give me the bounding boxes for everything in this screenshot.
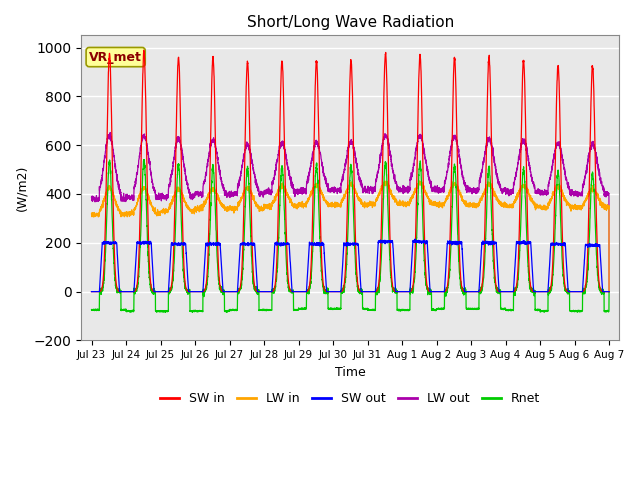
- Legend: SW in, LW in, SW out, LW out, Rnet: SW in, LW in, SW out, LW out, Rnet: [156, 387, 545, 410]
- Line: SW in: SW in: [92, 50, 609, 292]
- LW out: [605, 289, 613, 295]
- Line: SW out: SW out: [92, 239, 609, 292]
- Rnet: [605, 289, 613, 295]
- LW out: [495, 183, 503, 189]
- Rnet: [496, 288, 504, 294]
- LW in: [381, 178, 389, 184]
- SW out: [466, 289, 474, 295]
- LW in: [88, 211, 95, 217]
- Line: LW in: LW in: [92, 181, 609, 292]
- LW out: [605, 190, 612, 196]
- Rnet: [88, 307, 95, 312]
- Rnet: [605, 309, 612, 315]
- SW out: [605, 289, 612, 295]
- SW out: [412, 236, 419, 242]
- LW out: [466, 187, 474, 193]
- LW in: [331, 204, 339, 210]
- LW in: [495, 200, 503, 205]
- Rnet: [331, 305, 339, 311]
- X-axis label: Time: Time: [335, 366, 365, 379]
- SW out: [180, 242, 188, 248]
- SW out: [331, 289, 339, 295]
- Rnet: [189, 310, 196, 315]
- LW in: [438, 203, 445, 209]
- LW out: [331, 186, 339, 192]
- SW in: [88, 289, 95, 295]
- LW out: [106, 130, 114, 135]
- Line: LW out: LW out: [92, 132, 609, 292]
- Line: Rnet: Rnet: [92, 159, 609, 312]
- Text: VR_met: VR_met: [89, 50, 142, 63]
- LW out: [88, 194, 95, 200]
- SW in: [605, 289, 612, 295]
- Y-axis label: (W/m2): (W/m2): [15, 165, 28, 211]
- LW out: [438, 189, 445, 194]
- SW in: [495, 288, 503, 294]
- LW in: [605, 289, 613, 295]
- SW in: [140, 47, 148, 53]
- SW in: [466, 289, 474, 295]
- Rnet: [140, 156, 148, 162]
- Rnet: [467, 306, 474, 312]
- Rnet: [180, 280, 188, 286]
- LW in: [180, 198, 188, 204]
- SW in: [180, 275, 188, 280]
- LW in: [466, 200, 474, 205]
- SW in: [605, 289, 613, 295]
- SW in: [438, 289, 445, 295]
- SW out: [88, 289, 95, 295]
- SW out: [495, 289, 503, 295]
- Rnet: [438, 305, 445, 311]
- LW out: [180, 164, 188, 170]
- Title: Short/Long Wave Radiation: Short/Long Wave Radiation: [246, 15, 454, 30]
- LW in: [605, 204, 612, 210]
- SW out: [605, 289, 613, 295]
- SW in: [331, 289, 339, 295]
- SW out: [438, 289, 445, 295]
